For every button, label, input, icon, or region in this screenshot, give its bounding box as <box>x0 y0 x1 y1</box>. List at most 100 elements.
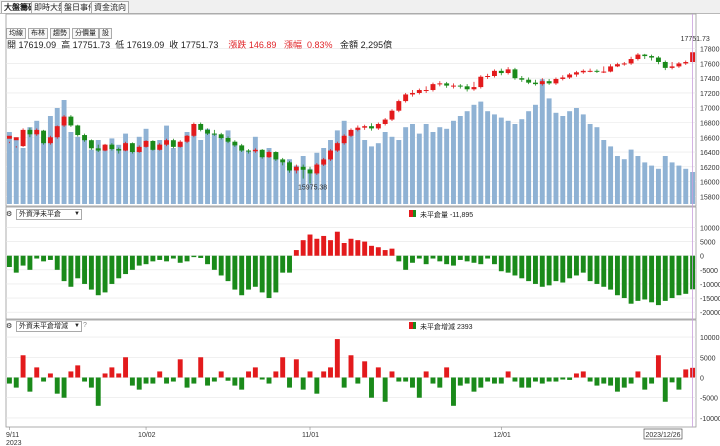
oi-change-bar-negative <box>61 377 67 398</box>
oi-change-bar-positive <box>505 371 511 378</box>
close-label: 收 <box>169 40 179 50</box>
bollinger-button[interactable]: 布林 <box>28 28 48 39</box>
open-interest-bar-negative <box>403 255 409 270</box>
price-tick-label: 16600 <box>700 135 720 142</box>
open-interest-bar-negative <box>457 255 463 260</box>
volume-bar <box>546 98 552 204</box>
oi-change-bar-positive <box>157 371 163 378</box>
volume-bar <box>68 132 74 204</box>
candle-up <box>621 63 627 65</box>
oi-change-bar-negative <box>191 377 197 384</box>
oi-change-bar-negative <box>54 377 60 394</box>
candle-up <box>157 144 163 150</box>
low-price-label: 15975.38 <box>298 184 327 191</box>
oi-change-bar-negative <box>143 377 149 384</box>
chevron-down-icon: ▼ <box>74 211 80 217</box>
panel2-indicator-select[interactable]: 外資淨未平倉 ▼ <box>16 209 82 220</box>
volume-bar <box>437 127 443 204</box>
oi-change-bar-negative <box>239 377 245 390</box>
candle-up <box>143 140 149 147</box>
oi-change-bar-negative <box>437 377 443 388</box>
candle-down <box>41 130 47 144</box>
high-label: 高 <box>61 40 71 50</box>
volume-bar <box>512 124 518 204</box>
oi-change-bar-positive <box>252 367 258 378</box>
open-interest-bar-negative <box>143 255 149 265</box>
open-interest-bar-positive <box>341 243 347 256</box>
candle-down <box>280 159 286 163</box>
candle-down <box>82 135 88 141</box>
panel3-indicator-select[interactable]: 外資未平倉增減 ▼ <box>16 321 82 332</box>
open-interest-bar-negative <box>252 255 258 287</box>
candle-up <box>676 63 682 67</box>
open-interest-bar-negative <box>519 255 525 279</box>
oi-change-bar-negative <box>553 377 559 382</box>
volume-bar <box>369 146 374 204</box>
help-icon[interactable]: ? <box>83 322 87 329</box>
ma-button[interactable]: 均線 <box>6 28 26 39</box>
oi-change-bar-negative <box>369 377 374 398</box>
volume-bar <box>348 133 354 204</box>
x-axis-label: 11/01 <box>302 432 319 439</box>
open-interest-bar-negative <box>287 255 292 273</box>
open-interest-bar-negative <box>444 255 450 265</box>
volume-bar <box>150 146 156 204</box>
panel2-settings-icon[interactable]: ⚙ <box>6 211 13 218</box>
volume-bar <box>519 119 525 204</box>
pct-label: 漲幅 <box>283 40 302 50</box>
panel3-settings-icon[interactable]: ⚙ <box>6 323 13 330</box>
candle-down <box>170 140 176 147</box>
trend-button[interactable]: 趨勢 <box>50 28 70 39</box>
candle-up <box>348 129 354 136</box>
oi-change-bar-negative <box>82 377 88 382</box>
oi-change-bar-negative <box>150 377 156 384</box>
oi-change-bar-negative <box>614 377 620 392</box>
candle-down <box>239 145 245 151</box>
panel3-legend: 未平倉增減 2393 <box>409 322 473 332</box>
open-interest-tick-label: 5000 <box>700 240 716 247</box>
volume-bar <box>464 111 470 204</box>
oi-change-bar-negative <box>492 377 497 384</box>
volume-bar <box>177 143 183 204</box>
oi-change-bar-negative <box>601 377 607 384</box>
candle-down <box>594 70 600 72</box>
oi-change-bar-negative <box>430 377 436 384</box>
oi-change-bar-negative <box>608 377 614 386</box>
volume-bar <box>321 148 327 204</box>
volume-bar <box>560 116 566 204</box>
volume-bar <box>232 143 238 204</box>
open-interest-tick-label: -15000 <box>700 296 720 303</box>
settings-button[interactable]: 設 <box>99 28 112 39</box>
candle-up <box>669 66 675 68</box>
candle-down <box>218 134 224 138</box>
open-interest-bar-negative <box>464 255 470 262</box>
volume-bar <box>403 127 409 204</box>
candle-up <box>334 143 340 151</box>
open-interest-bar-negative <box>587 255 593 282</box>
candle-down <box>464 86 470 90</box>
price-tick-label: 17600 <box>700 61 720 68</box>
volume-bar <box>423 124 429 204</box>
open-interest-bar-positive <box>375 247 381 256</box>
oi-change-tick-label: 0 <box>700 376 704 383</box>
oi-change-tick-label: 10000 <box>700 335 720 342</box>
candle-up <box>560 77 566 79</box>
open-interest-bar-negative <box>232 255 238 290</box>
volume-bar <box>205 128 210 204</box>
oi-change-bar-negative <box>457 377 463 386</box>
volume-bar <box>662 156 668 204</box>
x-axis-year-label: 2023 <box>6 440 22 446</box>
oi-change-bar-negative <box>205 377 210 386</box>
volume-profile-button[interactable]: 分價量 <box>72 28 99 39</box>
candle-down <box>498 70 504 74</box>
oi-change-tick-label: 5000 <box>700 355 716 362</box>
candle-up <box>608 66 614 72</box>
candle-down <box>232 141 238 146</box>
candle-up <box>478 76 484 88</box>
candle-up <box>164 140 170 145</box>
tab-fund-flow[interactable]: 資金流向 <box>91 1 129 13</box>
volume-bar <box>61 100 67 204</box>
volume-bar <box>34 120 40 204</box>
open-interest-bar-positive <box>382 250 388 256</box>
